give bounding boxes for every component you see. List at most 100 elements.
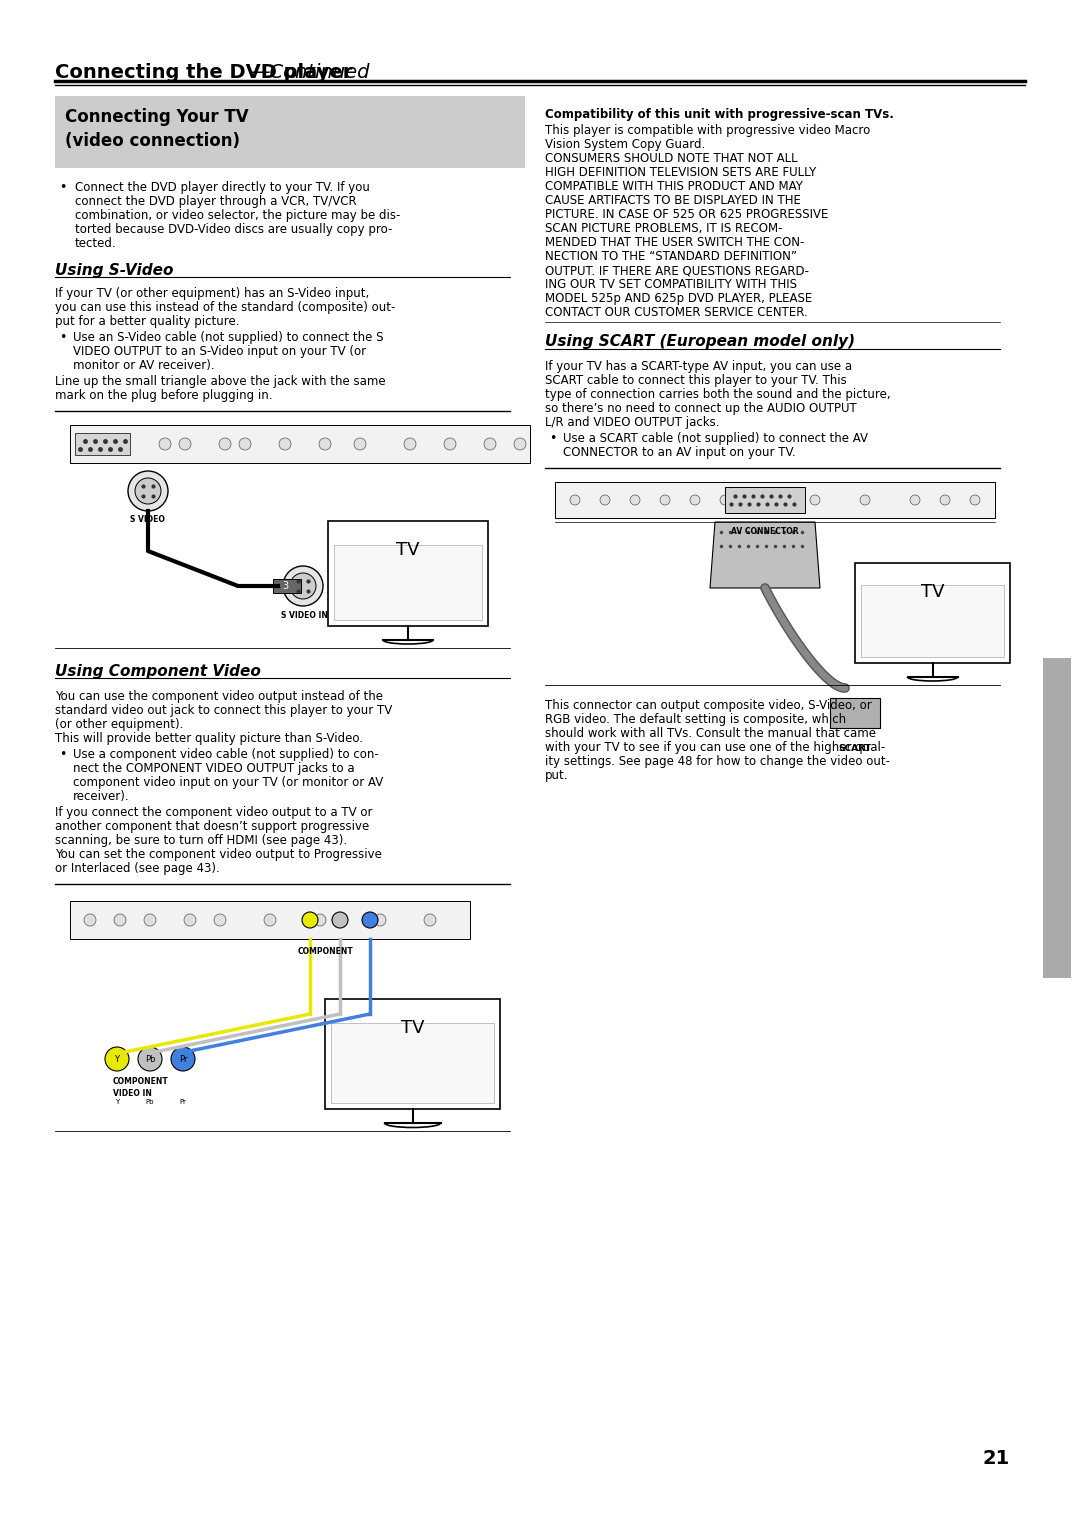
- Circle shape: [135, 478, 161, 504]
- Text: 3: 3: [282, 581, 288, 591]
- Bar: [831, 698, 880, 727]
- Text: (video connection): (video connection): [65, 131, 240, 150]
- Text: •: •: [549, 432, 556, 445]
- Bar: [70, 425, 530, 463]
- Circle shape: [424, 914, 436, 926]
- Bar: [555, 481, 995, 518]
- Circle shape: [314, 914, 326, 926]
- Text: receiver).: receiver).: [73, 790, 130, 804]
- Circle shape: [600, 495, 610, 504]
- Text: •: •: [59, 180, 66, 194]
- Bar: [75, 432, 130, 455]
- Circle shape: [720, 495, 730, 504]
- Bar: [725, 487, 805, 513]
- Text: HIGH DEFINITION TELEVISION SETS ARE FULLY: HIGH DEFINITION TELEVISION SETS ARE FULL…: [545, 167, 816, 179]
- Bar: [325, 999, 500, 1109]
- Text: VIDEO OUTPUT to an S-Video input on your TV (or: VIDEO OUTPUT to an S-Video input on your…: [73, 345, 366, 358]
- Circle shape: [105, 1047, 129, 1071]
- Text: torted because DVD-Video discs are usually copy pro-: torted because DVD-Video discs are usual…: [75, 223, 392, 235]
- Text: another component that doesn’t support progressive: another component that doesn’t support p…: [55, 821, 369, 833]
- Bar: [273, 579, 301, 593]
- Text: MENDED THAT THE USER SWITCH THE CON-: MENDED THAT THE USER SWITCH THE CON-: [545, 235, 805, 249]
- Text: —Continued: —Continued: [249, 63, 369, 83]
- Circle shape: [319, 439, 330, 451]
- Circle shape: [159, 439, 171, 451]
- Text: CONTACT OUR CUSTOMER SERVICE CENTER.: CONTACT OUR CUSTOMER SERVICE CENTER.: [545, 306, 808, 319]
- Text: CAUSE ARTIFACTS TO BE DISPLAYED IN THE: CAUSE ARTIFACTS TO BE DISPLAYED IN THE: [545, 194, 801, 206]
- Circle shape: [179, 439, 191, 451]
- Text: Connecting the DVD player: Connecting the DVD player: [55, 63, 352, 83]
- Text: nect the COMPONENT VIDEO OUTPUT jacks to a: nect the COMPONENT VIDEO OUTPUT jacks to…: [73, 762, 354, 775]
- Circle shape: [114, 914, 126, 926]
- Bar: [328, 521, 488, 626]
- Text: put for a better quality picture.: put for a better quality picture.: [55, 315, 240, 329]
- Text: Connecting Your TV: Connecting Your TV: [65, 108, 248, 125]
- Text: •: •: [59, 749, 66, 761]
- Text: you can use this instead of the standard (composite) out-: you can use this instead of the standard…: [55, 301, 395, 313]
- Circle shape: [283, 565, 323, 607]
- Circle shape: [239, 439, 251, 451]
- Text: monitor or AV receiver).: monitor or AV receiver).: [73, 359, 215, 371]
- Text: You can use the component video output instead of the: You can use the component video output i…: [55, 691, 383, 703]
- Bar: [334, 545, 482, 620]
- Circle shape: [84, 914, 96, 926]
- Text: CONSUMERS SHOULD NOTE THAT NOT ALL: CONSUMERS SHOULD NOTE THAT NOT ALL: [545, 151, 798, 165]
- Circle shape: [660, 495, 670, 504]
- Text: NECTION TO THE “STANDARD DEFINITION”: NECTION TO THE “STANDARD DEFINITION”: [545, 251, 797, 263]
- Circle shape: [760, 495, 770, 504]
- Circle shape: [690, 495, 700, 504]
- Text: SCAN PICTURE PROBLEMS, IT IS RECOM-: SCAN PICTURE PROBLEMS, IT IS RECOM-: [545, 222, 783, 235]
- Text: Line up the small triangle above the jack with the same: Line up the small triangle above the jac…: [55, 374, 386, 388]
- Circle shape: [970, 495, 980, 504]
- Text: type of connection carries both the sound and the picture,: type of connection carries both the soun…: [545, 388, 891, 400]
- Text: Use a SCART cable (not supplied) to connect the AV: Use a SCART cable (not supplied) to conn…: [563, 432, 868, 445]
- Circle shape: [570, 495, 580, 504]
- Bar: [861, 585, 1004, 657]
- Text: Pr: Pr: [179, 1099, 187, 1105]
- Circle shape: [129, 471, 168, 510]
- Text: AV CONNECTOR: AV CONNECTOR: [731, 527, 799, 536]
- Text: RGB video. The default setting is composite, which: RGB video. The default setting is compos…: [545, 714, 846, 726]
- Circle shape: [484, 439, 496, 451]
- Text: component video input on your TV (or monitor or AV: component video input on your TV (or mon…: [73, 776, 383, 788]
- Text: Pb: Pb: [145, 1054, 156, 1063]
- Text: COMPATIBLE WITH THIS PRODUCT AND MAY: COMPATIBLE WITH THIS PRODUCT AND MAY: [545, 180, 802, 193]
- Circle shape: [302, 912, 318, 927]
- Text: scanning, be sure to turn off HDMI (see page 43).: scanning, be sure to turn off HDMI (see …: [55, 834, 347, 847]
- Text: ING OUR TV SET COMPATIBILITY WITH THIS: ING OUR TV SET COMPATIBILITY WITH THIS: [545, 278, 797, 290]
- Text: If your TV (or other equipment) has an S-Video input,: If your TV (or other equipment) has an S…: [55, 287, 369, 299]
- Circle shape: [214, 914, 226, 926]
- Circle shape: [332, 912, 348, 927]
- Text: so there’s no need to connect up the AUDIO OUTPUT: so there’s no need to connect up the AUD…: [545, 402, 856, 416]
- Circle shape: [264, 914, 276, 926]
- Text: If you connect the component video output to a TV or: If you connect the component video outpu…: [55, 805, 373, 819]
- Circle shape: [940, 495, 950, 504]
- Text: VIDEO IN: VIDEO IN: [113, 1089, 152, 1099]
- Text: SCART cable to connect this player to your TV. This: SCART cable to connect this player to yo…: [545, 374, 847, 387]
- Text: (or other equipment).: (or other equipment).: [55, 718, 184, 730]
- Circle shape: [630, 495, 640, 504]
- Circle shape: [444, 439, 456, 451]
- Text: Y: Y: [114, 1054, 120, 1063]
- Text: standard video out jack to connect this player to your TV: standard video out jack to connect this …: [55, 704, 392, 717]
- Text: Pr: Pr: [179, 1054, 187, 1063]
- Text: Use an S-Video cable (not supplied) to connect the S: Use an S-Video cable (not supplied) to c…: [73, 332, 383, 344]
- Text: TV: TV: [921, 584, 944, 601]
- Text: MODEL 525p AND 625p DVD PLAYER, PLEASE: MODEL 525p AND 625p DVD PLAYER, PLEASE: [545, 292, 812, 306]
- Bar: [70, 902, 470, 940]
- Text: Pb: Pb: [146, 1099, 154, 1105]
- Bar: [55, 96, 525, 168]
- Text: This connector can output composite video, S-Video, or: This connector can output composite vide…: [545, 698, 872, 712]
- Text: combination, or video selector, the picture may be dis-: combination, or video selector, the pict…: [75, 209, 401, 222]
- Text: should work with all TVs. Consult the manual that came: should work with all TVs. Consult the ma…: [545, 727, 876, 740]
- Text: Y: Y: [114, 1099, 119, 1105]
- Text: Compatibility of this unit with progressive-scan TVs.: Compatibility of this unit with progress…: [545, 108, 894, 121]
- Text: You can set the component video output to Progressive: You can set the component video output t…: [55, 848, 382, 860]
- Circle shape: [184, 914, 195, 926]
- Circle shape: [171, 1047, 195, 1071]
- Text: S VIDEO IN: S VIDEO IN: [281, 611, 328, 620]
- Text: ity settings. See page 48 for how to change the video out-: ity settings. See page 48 for how to cha…: [545, 755, 890, 769]
- Text: COMPONENT: COMPONENT: [297, 947, 353, 957]
- Circle shape: [144, 914, 156, 926]
- Bar: [330, 1024, 494, 1103]
